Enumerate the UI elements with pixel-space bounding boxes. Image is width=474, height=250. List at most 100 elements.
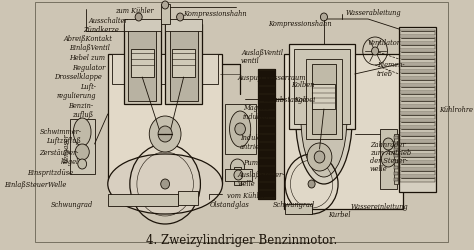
- Text: Ausschalter: Ausschalter: [89, 17, 128, 25]
- Circle shape: [177, 14, 183, 22]
- Circle shape: [235, 124, 246, 136]
- Bar: [124, 25, 161, 104]
- Text: welle: welle: [370, 164, 387, 172]
- Bar: [400, 100, 435, 105]
- Bar: [393, 142, 398, 146]
- Text: Wassereinleitung: Wassereinleitung: [350, 202, 408, 210]
- Bar: [393, 160, 398, 163]
- Bar: [165, 20, 202, 32]
- Bar: [400, 108, 435, 112]
- Bar: [306, 60, 342, 140]
- Text: zufluß: zufluß: [72, 110, 93, 118]
- Text: induktor: induktor: [243, 112, 272, 120]
- Text: EinlaßVentil: EinlaßVentil: [70, 44, 110, 52]
- Text: ventil: ventil: [241, 57, 260, 65]
- Text: Schubstange: Schubstange: [264, 96, 307, 104]
- Bar: [70, 120, 94, 174]
- Bar: [393, 136, 398, 140]
- Bar: [400, 80, 435, 85]
- Text: Pumpe: Pumpe: [243, 158, 266, 166]
- Text: Induktor-: Induktor-: [240, 134, 272, 141]
- Bar: [400, 87, 435, 92]
- Text: der Steuer-: der Steuer-: [370, 156, 408, 164]
- Bar: [400, 163, 435, 168]
- Bar: [285, 204, 311, 214]
- Text: Einspritzdüse: Einspritzdüse: [27, 168, 73, 176]
- Bar: [165, 25, 202, 104]
- Bar: [400, 177, 435, 182]
- Text: Schwungrad: Schwungrad: [51, 200, 93, 208]
- Bar: [161, 5, 170, 25]
- Text: Kompressionshahn: Kompressionshahn: [183, 10, 246, 18]
- Bar: [380, 130, 397, 189]
- Bar: [108, 55, 222, 184]
- Text: Benzin-: Benzin-: [68, 102, 93, 110]
- Circle shape: [372, 48, 379, 56]
- Text: trieb: trieb: [377, 70, 393, 78]
- Bar: [393, 178, 398, 181]
- Bar: [294, 50, 349, 124]
- Bar: [112, 55, 218, 85]
- Text: AuslaßSteuer-: AuslaßSteuer-: [237, 170, 285, 178]
- Bar: [311, 65, 336, 134]
- Bar: [400, 52, 435, 57]
- Circle shape: [162, 2, 169, 10]
- Bar: [178, 191, 198, 205]
- Text: Hebel zum: Hebel zum: [69, 54, 105, 62]
- Text: AuslaßVentil: AuslaßVentil: [241, 49, 283, 57]
- Bar: [400, 156, 435, 161]
- Text: Regulator: Regulator: [72, 64, 105, 72]
- Text: Auspuff: Auspuff: [237, 74, 264, 82]
- Bar: [400, 38, 435, 43]
- Text: Riemen-: Riemen-: [377, 61, 404, 69]
- Circle shape: [78, 159, 87, 169]
- Bar: [312, 85, 336, 110]
- Text: Ölstandglas: Ölstandglas: [209, 200, 249, 209]
- Text: 4. Zweizylindriger Benzinmotor.: 4. Zweizylindriger Benzinmotor.: [146, 234, 337, 246]
- Bar: [400, 94, 435, 98]
- Text: vom Kühler: vom Kühler: [227, 191, 265, 199]
- Text: Magnet-: Magnet-: [243, 104, 271, 112]
- Bar: [128, 28, 156, 102]
- Text: Wasserraum: Wasserraum: [265, 74, 306, 82]
- Bar: [400, 45, 435, 50]
- Circle shape: [314, 152, 325, 163]
- Circle shape: [234, 170, 243, 180]
- Bar: [258, 70, 275, 199]
- Bar: [225, 169, 252, 181]
- Circle shape: [381, 152, 395, 167]
- Text: Wasserableitung: Wasserableitung: [346, 9, 401, 17]
- Text: EinlaßSteuerWelle: EinlaßSteuerWelle: [4, 180, 66, 188]
- Text: Kühlrohre: Kühlrohre: [438, 106, 473, 114]
- Bar: [400, 150, 435, 154]
- Text: Zerstäuber-: Zerstäuber-: [39, 148, 79, 156]
- Bar: [225, 104, 256, 154]
- Ellipse shape: [73, 118, 91, 146]
- Bar: [400, 73, 435, 78]
- Text: Kurbel: Kurbel: [328, 210, 351, 218]
- Text: Kompressionshahn: Kompressionshahn: [268, 20, 332, 28]
- Bar: [400, 66, 435, 71]
- Bar: [400, 136, 435, 140]
- Bar: [393, 148, 398, 152]
- Text: zum Kühler: zum Kühler: [115, 7, 154, 15]
- Text: Schwungrad: Schwungrad: [273, 200, 315, 208]
- Text: Luft-: Luft-: [80, 83, 96, 91]
- Bar: [393, 172, 398, 175]
- Text: zum Antrieb: zum Antrieb: [370, 148, 411, 156]
- Circle shape: [230, 159, 245, 175]
- Bar: [284, 55, 403, 209]
- Circle shape: [135, 14, 142, 22]
- Text: Schwimmer-: Schwimmer-: [39, 128, 82, 136]
- Bar: [234, 167, 241, 185]
- Circle shape: [383, 138, 393, 150]
- Text: Kolben: Kolben: [292, 81, 315, 89]
- Text: Kolbei: Kolbei: [294, 96, 315, 104]
- Bar: [258, 70, 275, 199]
- Bar: [393, 154, 398, 157]
- Bar: [400, 142, 435, 148]
- Circle shape: [158, 126, 172, 142]
- Circle shape: [320, 14, 328, 22]
- Text: Zündkerze: Zündkerze: [83, 26, 119, 34]
- Bar: [400, 170, 435, 175]
